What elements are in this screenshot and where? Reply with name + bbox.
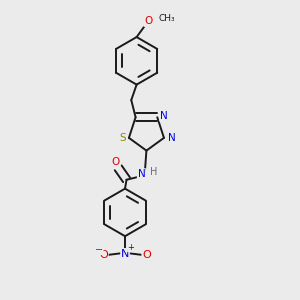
Text: O: O bbox=[144, 16, 152, 26]
Text: O: O bbox=[99, 250, 108, 260]
Text: O: O bbox=[142, 250, 151, 260]
Text: N: N bbox=[121, 249, 129, 259]
Text: N: N bbox=[167, 133, 175, 143]
Text: S: S bbox=[119, 133, 126, 143]
Text: CH₃: CH₃ bbox=[158, 14, 175, 22]
Text: −: − bbox=[95, 244, 103, 255]
Text: O: O bbox=[112, 158, 120, 167]
Text: +: + bbox=[128, 243, 134, 252]
Text: N: N bbox=[160, 111, 168, 121]
Text: N: N bbox=[137, 169, 145, 179]
Text: H: H bbox=[150, 167, 158, 177]
